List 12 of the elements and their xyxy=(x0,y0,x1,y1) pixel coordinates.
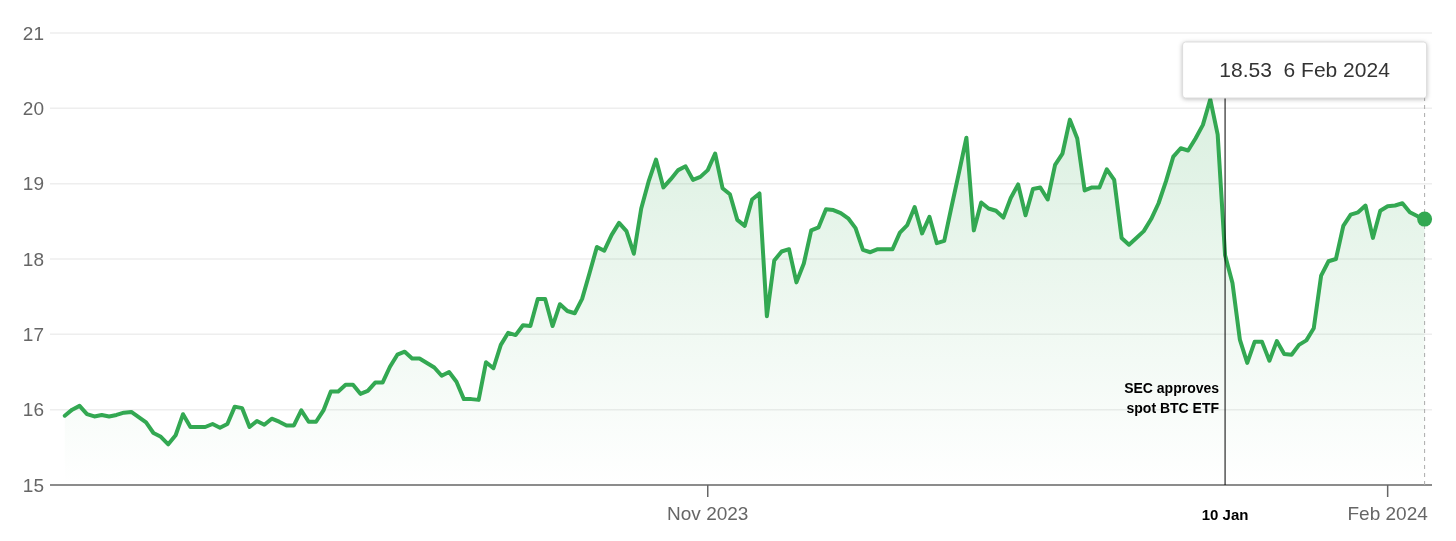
x-tick-label: Feb 2024 xyxy=(1347,503,1429,524)
y-tick-label: 17 xyxy=(22,323,44,345)
y-tick-label: 16 xyxy=(22,399,44,421)
y-tick-label: 18 xyxy=(22,248,44,270)
y-tick-label: 19 xyxy=(22,173,44,195)
y-tick-label: 20 xyxy=(22,97,44,119)
x-tick-label: Nov 2023 xyxy=(667,503,749,524)
y-tick-label: 15 xyxy=(22,474,44,496)
y-tick-label: 21 xyxy=(22,22,44,44)
x-tick-label: 10 Jan xyxy=(1201,506,1249,523)
ref-line-label: SEC approves spot BTC ETF xyxy=(1124,380,1220,416)
annotation: 18.53 6 Feb 2024 xyxy=(1219,58,1391,82)
